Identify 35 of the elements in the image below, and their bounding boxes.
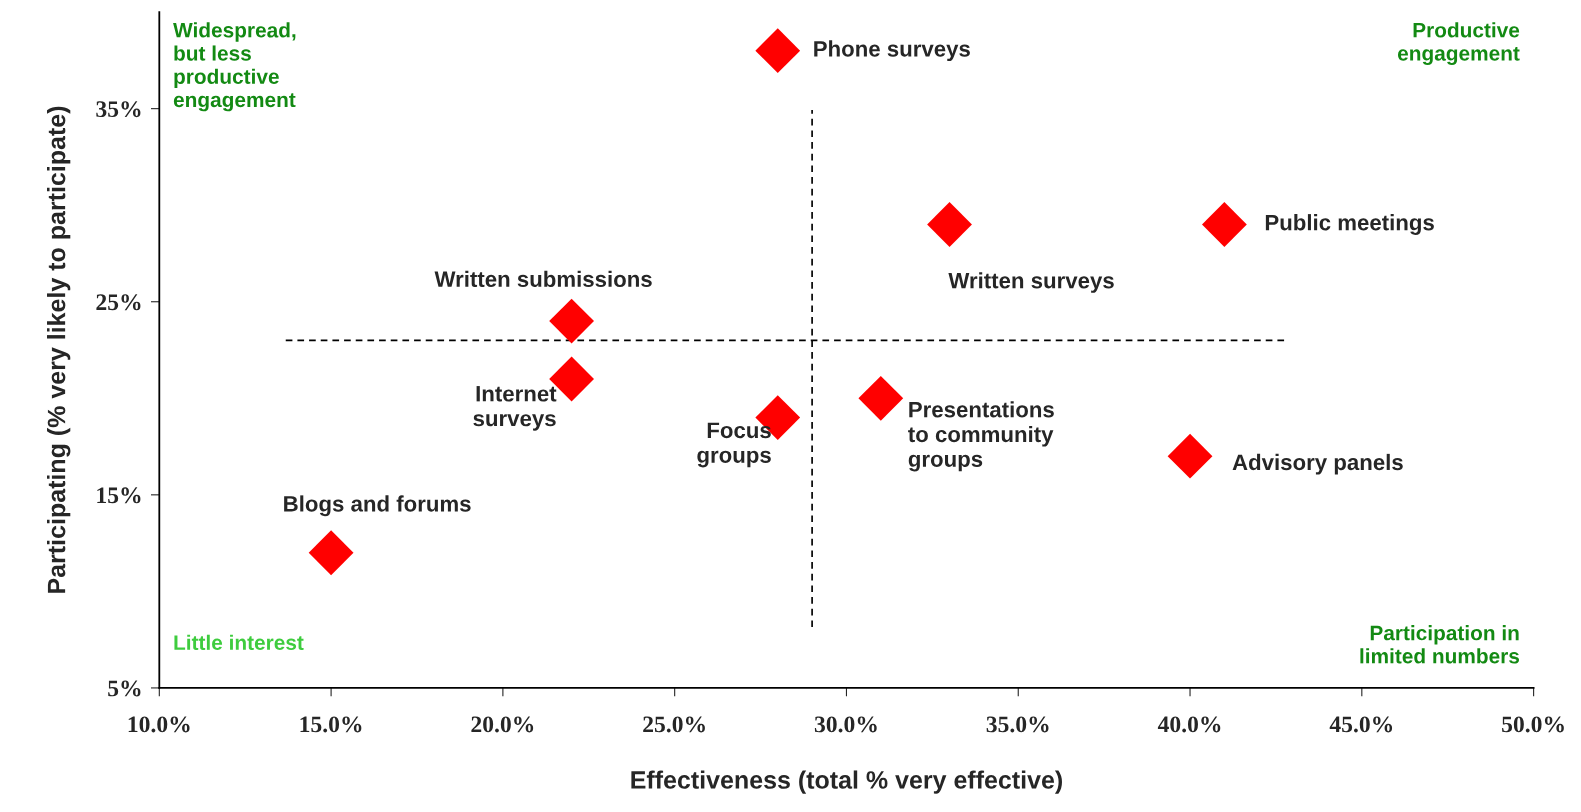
y-tick-label: 15% <box>97 487 141 504</box>
x-tick-label: 25.0% <box>643 716 705 733</box>
series-label: Blogs and forums <box>284 495 471 517</box>
point <box>1202 202 1247 247</box>
y-tick-label: 5% <box>108 680 141 697</box>
annotation: Productive engagement <box>1397 22 1520 65</box>
point <box>755 28 801 74</box>
x-axis-title: Effectiveness (total % very effective) <box>631 770 1062 794</box>
series-label: Advisory panels <box>1232 453 1403 475</box>
series-label: Presentations to community groups <box>908 401 1054 472</box>
annotation: Participation in limited numbers <box>1360 625 1520 664</box>
point <box>858 375 904 421</box>
point <box>549 298 594 344</box>
y-axis-title: Participating (% very likely to participate) <box>47 106 71 593</box>
series-label: Public meetings <box>1265 214 1434 235</box>
series-label: Internet surveys <box>473 386 557 431</box>
annotation: Little interest <box>174 634 304 651</box>
x-tick-label: 50.0% <box>1502 716 1564 733</box>
y-tick-label: 25% <box>96 294 141 311</box>
x-tick-label: 40.0% <box>1157 716 1221 733</box>
series-label: Written surveys <box>948 272 1114 293</box>
y-tick-label: 35% <box>96 101 141 118</box>
point <box>1167 433 1213 479</box>
series-label: Focus groups <box>697 422 771 468</box>
annotation: Widespread, but less productive engagement <box>173 22 296 112</box>
x-tick-label: 35.0% <box>986 716 1049 733</box>
point <box>308 530 354 576</box>
x-tick-label: 20.0% <box>471 716 534 733</box>
series-label: Phone surveys <box>814 40 970 62</box>
x-tick-label: 10.0% <box>128 716 190 733</box>
x-tick-label: 45.0% <box>1329 716 1393 733</box>
x-tick-label: 15.0% <box>300 716 362 733</box>
x-tick-label: 30.0% <box>814 716 877 733</box>
point <box>927 202 972 247</box>
series-label: Written submissions <box>434 270 652 288</box>
